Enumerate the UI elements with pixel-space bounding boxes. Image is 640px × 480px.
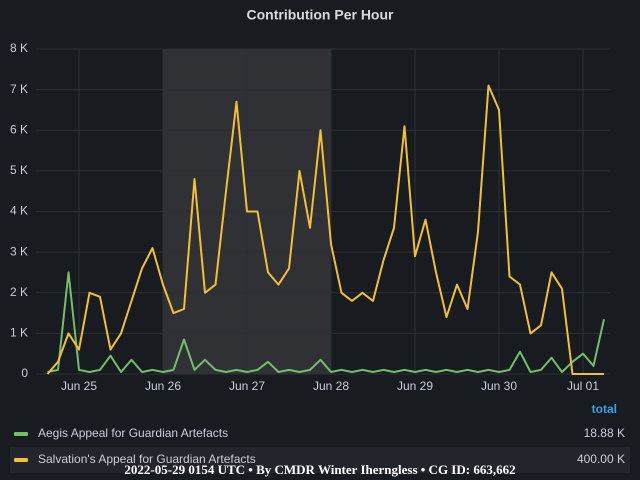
x-tick-label: Jun 28: [313, 379, 349, 393]
y-tick-label: 5 K: [10, 163, 28, 177]
legend-total: 400.00 K: [577, 452, 625, 466]
y-tick-label: 1 K: [10, 326, 28, 340]
plot: 0 1 K 2 K 3 K 4 K 5 K 6 K 7 K 8 K Jun 25 Jun 26 Jun…: [10, 41, 610, 393]
x-tick-label: Jun 27: [229, 379, 265, 393]
line-series: [46, 84, 604, 375]
legend-total: 18.88 K: [584, 426, 625, 440]
x-tick-label: Jun 26: [145, 379, 181, 393]
x-tick-label: Jun 30: [481, 379, 517, 393]
x-tick-label: Jul 01: [567, 379, 599, 393]
legend-header[interactable]: total: [592, 402, 617, 416]
legend-swatch: [14, 432, 28, 436]
chart-title: Contribution Per Hour: [247, 7, 395, 23]
x-tick-label: Jun 25: [61, 379, 97, 393]
line-series: [47, 271, 605, 373]
y-tick-label: 0: [21, 366, 28, 380]
legend-label[interactable]: Aegis Appeal for Guardian Artefacts: [38, 426, 228, 440]
legend-swatch: [14, 458, 28, 462]
legend-label[interactable]: Salvation's Appeal for Guardian Artefact…: [38, 452, 256, 466]
legend-row-bg: [10, 447, 630, 473]
y-tick-label: 6 K: [10, 122, 28, 136]
y-tick-label: 2 K: [10, 285, 28, 299]
y-tick-label: 8 K: [10, 41, 28, 55]
footer: 2022-05-29 0154 UTC • By CMDR Winter Ihe…: [124, 462, 515, 477]
y-tick-label: 7 K: [10, 82, 28, 96]
x-tick-label: Jun 29: [397, 379, 433, 393]
y-tick-label: 4 K: [10, 204, 28, 218]
y-tick-label: 3 K: [10, 244, 28, 258]
